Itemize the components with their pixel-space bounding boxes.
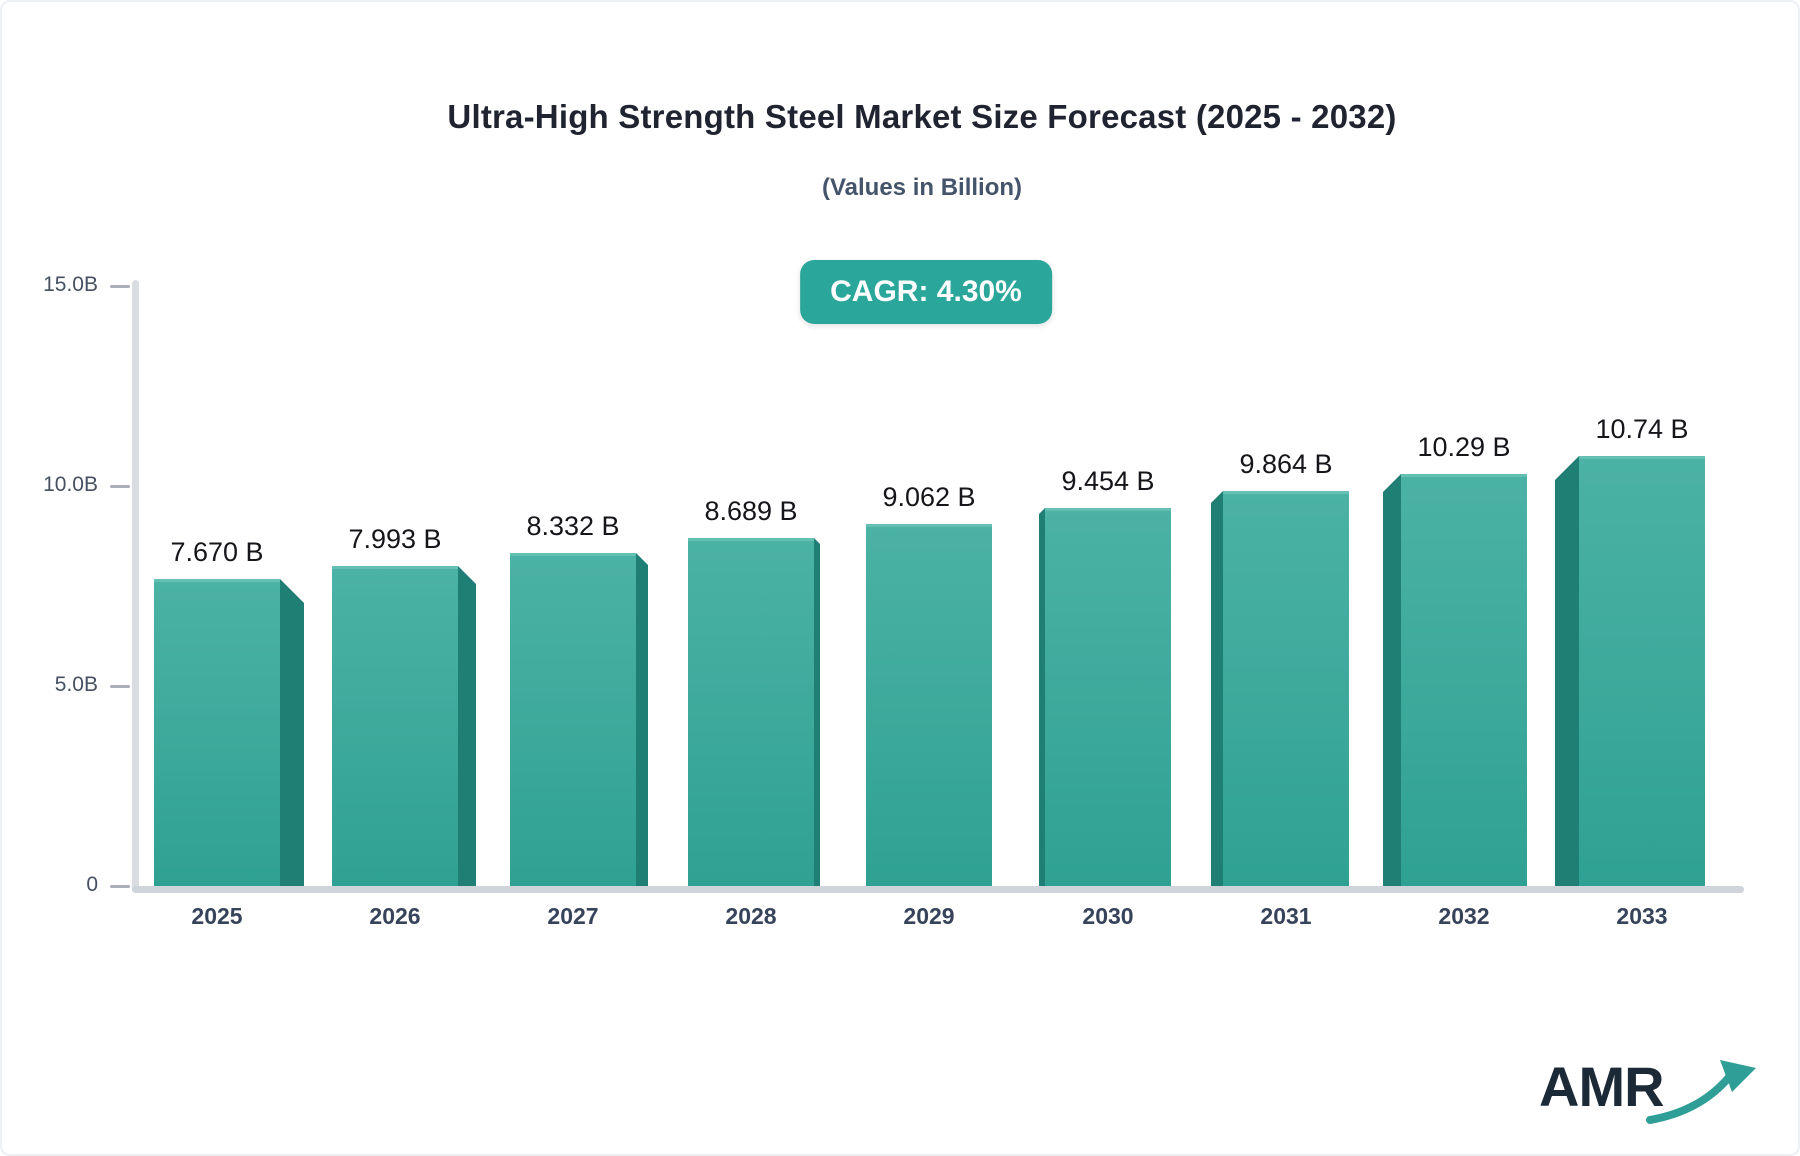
bar-value-label-2030: 9.454 B xyxy=(1061,466,1155,496)
chart-title: Ultra-High Strength Steel Market Size Fo… xyxy=(447,98,1397,135)
y-axis-tick-label: 10.0B xyxy=(43,473,98,496)
x-axis-label-2031: 2031 xyxy=(1260,903,1312,929)
bar-value-label-2026: 7.993 B xyxy=(348,524,442,554)
x-axis-label-2029: 2029 xyxy=(903,903,955,929)
bar-value-label-2033: 10.74 B xyxy=(1595,414,1689,444)
x-axis-label-2025: 2025 xyxy=(191,903,243,929)
x-axis-line xyxy=(132,886,1744,893)
bar-side-face-2026 xyxy=(458,566,476,886)
bar-value-label-2025: 7.670 B xyxy=(170,537,264,567)
bar-side-face-2027 xyxy=(636,553,648,886)
bar-2026 xyxy=(332,566,458,886)
bar-2027 xyxy=(510,553,636,886)
bar-value-label-2032: 10.29 B xyxy=(1417,432,1511,462)
amr-logo: AMR xyxy=(1539,1048,1756,1128)
bar-value-label-2029: 9.062 B xyxy=(882,482,976,512)
bar-side-face-2033 xyxy=(1555,456,1579,886)
bar-2025 xyxy=(154,579,280,886)
y-axis-tick-mark xyxy=(110,685,130,688)
y-axis-tick-mark xyxy=(110,285,130,288)
bar-2028 xyxy=(688,538,814,886)
bar-side-face-2025 xyxy=(280,579,304,886)
y-axis-line xyxy=(132,280,139,892)
y-axis-tick-mark xyxy=(110,485,130,488)
x-axis-label-2026: 2026 xyxy=(369,903,421,929)
bar-side-face-2030 xyxy=(1039,508,1045,886)
bar-side-face-2032 xyxy=(1383,474,1401,886)
bar-2030 xyxy=(1045,508,1171,886)
x-axis-label-2033: 2033 xyxy=(1616,903,1668,929)
chart-subtitle: (Values in Billion) xyxy=(821,174,1023,201)
bar-side-face-2031 xyxy=(1211,491,1223,886)
x-axis-label-2032: 2032 xyxy=(1438,903,1490,929)
x-axis-label-2028: 2028 xyxy=(725,903,777,929)
bar-value-label-2027: 8.332 B xyxy=(526,511,620,541)
bar-2029 xyxy=(866,524,992,886)
bar-2032 xyxy=(1401,474,1527,886)
bar-value-label-2028: 8.689 B xyxy=(704,496,798,526)
bar-2031 xyxy=(1223,491,1349,886)
x-axis-label-2027: 2027 xyxy=(547,903,599,929)
trend-up-arrow-icon xyxy=(1646,1060,1756,1124)
y-axis-tick-label: 5.0B xyxy=(54,673,98,696)
bar-value-label-2031: 9.864 B xyxy=(1239,449,1333,479)
y-axis-tick-label: 0 xyxy=(86,873,98,896)
y-axis-tick-mark xyxy=(110,885,130,888)
y-axis-tick-label: 15.0B xyxy=(43,273,98,296)
bar-side-face-2028 xyxy=(814,538,820,886)
cagr-badge: CAGR: 4.30% xyxy=(800,260,1052,324)
bar-2033 xyxy=(1579,456,1705,886)
amr-logo-text: AMR xyxy=(1539,1055,1665,1118)
x-axis-label-2030: 2030 xyxy=(1082,903,1134,929)
